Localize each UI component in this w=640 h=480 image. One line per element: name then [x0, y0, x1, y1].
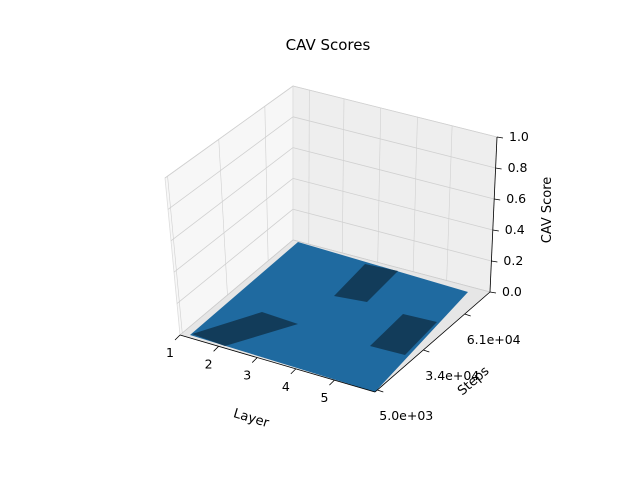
bar-top-main: [190, 242, 468, 392]
x-tick-label: 3: [243, 368, 251, 383]
z-tick-label: 0.0: [502, 284, 522, 299]
tick-labels: 0.0 0.2 0.4 0.6 0.8 1.0 1 2 3 4 5 5.0e+03 3.4e+04 6.1…: [166, 129, 529, 423]
z-axis-line: [489, 136, 498, 293]
z-axis-label: CAV Score: [540, 177, 555, 244]
x-grid-line-back: [446, 125, 453, 281]
chart-title: CAV Scores: [286, 36, 371, 54]
bar-top-shaded-1: [192, 312, 298, 346]
z-grid-line-back: [292, 147, 495, 200]
y-axis-line: [374, 291, 491, 393]
z-grid-line-back: [292, 116, 496, 169]
x-axis-line: [179, 334, 376, 393]
z-grid-line-left: [176, 208, 294, 304]
z-tick: [489, 291, 497, 294]
z-tick: [496, 136, 504, 139]
z-grid-line-left: [167, 116, 294, 210]
x-tick-label: 2: [205, 356, 213, 371]
x-axis-label: Layer: [231, 406, 271, 431]
x-tick-label: 1: [166, 345, 174, 360]
y-tick: [377, 389, 384, 393]
z-tick-label: 0.6: [506, 191, 526, 206]
x-grid-line-back: [377, 107, 382, 263]
z-grid-line-back: [292, 178, 493, 231]
x-grid-line-back: [412, 117, 418, 272]
z-tick: [491, 260, 498, 263]
x-tick-label: 5: [320, 390, 328, 405]
y-tick: [464, 313, 471, 317]
bar-top-shaded-3: [370, 314, 437, 355]
x-tick: [329, 379, 335, 386]
x-tick: [213, 346, 219, 352]
z-grid-line-back: [292, 85, 498, 138]
z-grid-line-left: [173, 178, 294, 273]
z-tick-label: 0.8: [508, 160, 528, 175]
z-tick: [492, 229, 499, 232]
x-grid-line-back: [341, 98, 345, 254]
tick-marks: [174, 136, 504, 393]
x-tick: [174, 334, 181, 341]
x-tick: [290, 368, 297, 375]
y-grid-line-left: [167, 176, 183, 334]
bar-top-shaded-2: [334, 264, 398, 302]
z-grid-line-left: [164, 85, 294, 179]
z-grid-line-back: [292, 208, 492, 262]
x-tick: [251, 357, 258, 363]
z-tick-label: 0.4: [505, 222, 525, 237]
bar-tops: [190, 242, 468, 392]
z-grid-line-left: [170, 147, 294, 242]
x-tick-label: 4: [282, 379, 290, 394]
y-grid-line-left: [264, 106, 269, 261]
y-grid-line-left: [218, 139, 228, 296]
z-tick: [495, 167, 502, 170]
z-tick-label: 1.0: [509, 129, 529, 144]
x-grid-line-back: [308, 90, 310, 245]
y-tick-label: 5.0e+03: [379, 408, 433, 423]
z-tick: [494, 198, 501, 201]
y-tick-label: 6.1e+04: [467, 332, 521, 347]
y-tick-label: 3.4e+04: [425, 368, 479, 383]
y-tick: [423, 349, 430, 353]
z-tick-label: 0.2: [503, 253, 523, 268]
